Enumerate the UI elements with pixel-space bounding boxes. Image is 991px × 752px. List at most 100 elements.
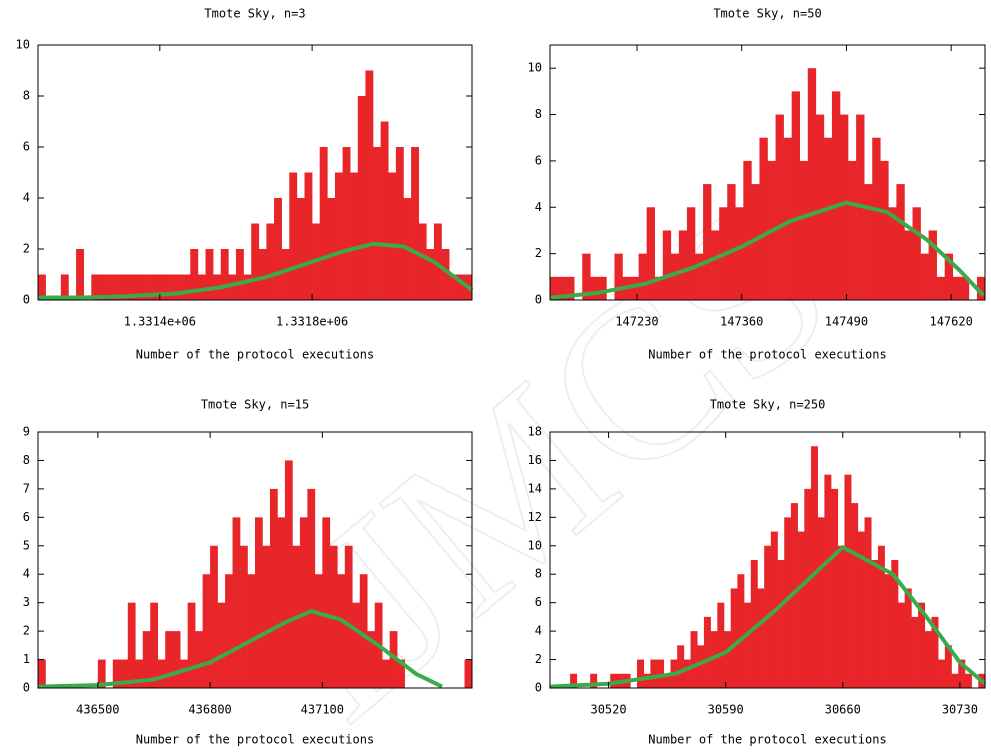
x-tick-label: 30590 [708, 703, 744, 717]
plot-frame [549, 431, 986, 689]
x-axis-label: Number of the protocol executions [648, 348, 886, 362]
y-tick-label: 6 [23, 140, 30, 154]
bar [864, 184, 873, 300]
bar [157, 659, 166, 688]
bar [964, 673, 972, 688]
bar [449, 274, 458, 300]
bar [247, 574, 256, 688]
x-axis-label: Number of the protocol executions [648, 733, 886, 747]
bar [727, 184, 736, 300]
bar [904, 588, 912, 688]
bar [159, 274, 168, 300]
y-tick-label: 8 [535, 107, 542, 121]
bar [210, 545, 218, 688]
bar [344, 545, 353, 688]
bar [240, 545, 248, 688]
x-tick-label: 147230 [615, 315, 658, 329]
bar [266, 223, 275, 300]
bar [717, 602, 725, 688]
bar [857, 531, 865, 688]
bar [235, 249, 244, 300]
bar [750, 560, 758, 688]
chart-title: Tmote Sky, n=250 [710, 398, 826, 412]
bar [759, 137, 768, 300]
bar [136, 274, 145, 300]
bar [433, 223, 442, 300]
bar [938, 659, 946, 688]
bar [797, 531, 805, 688]
bar [610, 673, 618, 688]
y-tick-label: 4 [23, 567, 30, 581]
bar [783, 137, 792, 300]
bar [598, 276, 607, 300]
bar [187, 602, 196, 688]
y-tick-label: 6 [535, 153, 542, 167]
bar [389, 631, 398, 688]
bar [359, 574, 368, 688]
bar [550, 276, 559, 300]
bar [784, 517, 792, 688]
bar [931, 616, 939, 688]
bar [831, 91, 841, 300]
y-tick-label: 1 [23, 652, 30, 666]
bar [614, 253, 623, 300]
bar [724, 631, 731, 688]
bar [397, 659, 405, 688]
bar [695, 253, 704, 300]
bar [690, 631, 698, 688]
x-axis-label: Number of the protocol executions [136, 733, 374, 747]
bar [790, 503, 798, 688]
y-tick-label: 2 [23, 242, 30, 256]
bar [98, 274, 107, 300]
chart-title: Tmote Sky, n=3 [204, 7, 305, 21]
y-tick-label: 10 [528, 61, 542, 75]
bar [120, 659, 129, 688]
bar [342, 147, 351, 300]
bar [411, 147, 420, 300]
y-tick-label: 6 [23, 510, 30, 524]
bar [251, 223, 260, 300]
bar [180, 659, 188, 688]
x-tick-label: 436800 [188, 703, 231, 717]
bar [823, 137, 833, 300]
bar [951, 673, 959, 688]
chart-title: Tmote Sky, n=15 [201, 398, 309, 412]
bar [314, 574, 323, 688]
bar [350, 172, 359, 300]
bar [262, 545, 271, 688]
bar [663, 673, 671, 688]
bar [307, 488, 316, 688]
bar [851, 503, 859, 688]
x-tick-label: 147620 [929, 315, 972, 329]
bar [167, 274, 176, 300]
bar [426, 249, 435, 300]
bar [269, 488, 278, 688]
bar [944, 253, 954, 300]
y-tick-label: 0 [23, 293, 30, 307]
bar [205, 249, 214, 300]
bar [777, 560, 785, 688]
bar [152, 274, 161, 300]
bar [896, 184, 905, 300]
bar [590, 276, 599, 300]
bar [848, 160, 857, 300]
bar [202, 574, 211, 688]
bar [710, 631, 718, 688]
bar [670, 253, 680, 300]
bar [97, 659, 106, 688]
x-tick-label: 30660 [825, 703, 861, 717]
bar [637, 659, 644, 688]
bar [837, 545, 845, 688]
bar [638, 253, 647, 300]
x-tick-label: 147490 [825, 315, 868, 329]
bar [976, 276, 986, 300]
bar [960, 276, 970, 300]
bar [38, 659, 46, 688]
y-tick-label: 9 [23, 425, 30, 439]
bar [884, 574, 892, 688]
bar [657, 659, 665, 688]
bar [135, 659, 144, 688]
bar [924, 631, 932, 688]
bar [281, 249, 290, 300]
bar [911, 616, 919, 688]
